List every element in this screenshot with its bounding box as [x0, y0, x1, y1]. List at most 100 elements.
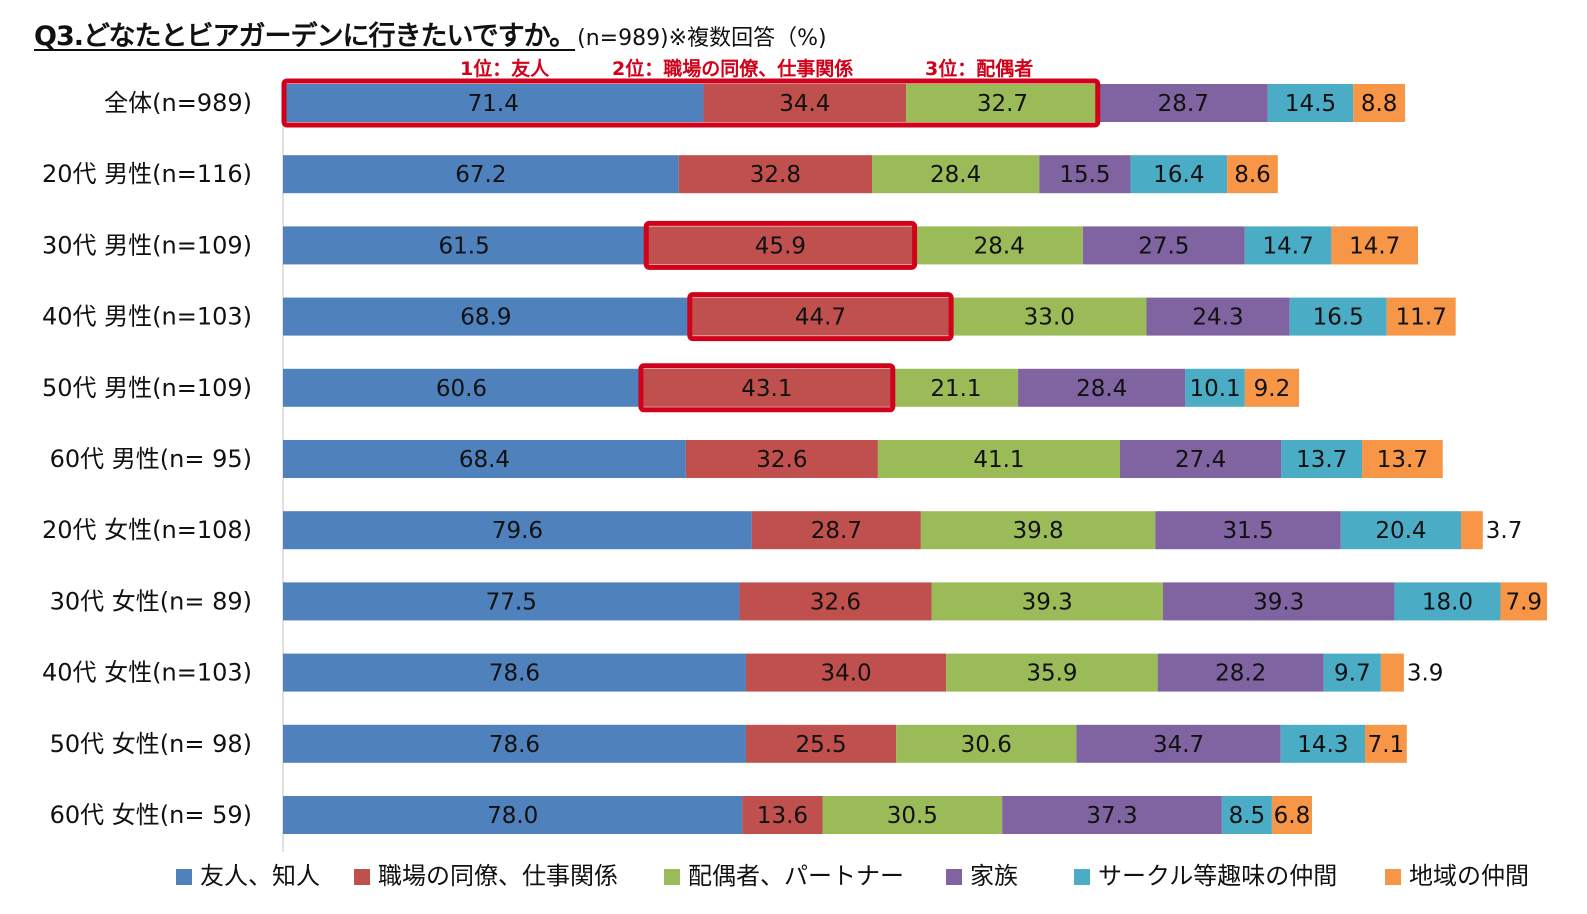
data-label: 11.7: [1396, 305, 1447, 331]
bar-segment: [1162, 582, 1395, 621]
category-label: 60代 女性(n= 59): [50, 801, 252, 829]
rank-note-3: 3位：配偶者: [925, 57, 1033, 80]
bar-segment: [1280, 724, 1365, 763]
data-label: 32.7: [977, 91, 1028, 117]
legend-item: 配偶者、パートナー: [664, 862, 904, 890]
highlight-box: [281, 78, 1101, 128]
bar-segment-group: 78.6: [283, 724, 746, 763]
bar-segment-group: 77.5: [283, 582, 740, 621]
data-label: 71.4: [468, 91, 519, 117]
legend-label: 地域の仲間: [1409, 862, 1529, 890]
data-label: 13.6: [757, 803, 808, 829]
bar-segment-group: 9.7: [1323, 653, 1381, 692]
bar-segment: [283, 368, 640, 407]
bar-segment: [283, 440, 686, 478]
bar-segment-group: 8.8: [1353, 84, 1406, 122]
bar-segment-group: 34.4: [703, 84, 907, 122]
bar-segment: [1244, 226, 1332, 265]
bar-segment: [685, 440, 878, 478]
data-label: 45.9: [755, 233, 806, 259]
data-label: 8.6: [1234, 162, 1271, 188]
bar-segment-group: 14.5: [1267, 84, 1354, 122]
bar-segment-group: 32.6: [685, 440, 878, 478]
bar-segment: [1082, 226, 1245, 265]
chart-title-main: Q3.どなたとビアガーデンに行きたいですか。: [34, 21, 576, 52]
bar-segment-group: 3.9: [1380, 653, 1444, 692]
bar-segment-group: 41.1: [877, 440, 1120, 478]
category-label: 60代 男性(n= 95): [50, 445, 252, 473]
bar-segment-group: 13.6: [742, 796, 823, 834]
bar-segment-group: 32.6: [739, 582, 932, 621]
category-label: 20代 女性(n=108): [42, 516, 252, 544]
data-label: 10.1: [1189, 376, 1240, 402]
data-label: 8.8: [1361, 91, 1398, 117]
bar-segment: [1386, 297, 1456, 336]
bar-segment: [906, 84, 1099, 122]
bar-segment: [283, 653, 746, 692]
category-label: 50代 男性(n=109): [42, 374, 252, 402]
category-label: 30代 女性(n= 89): [50, 587, 252, 615]
chart-title: Q3.どなたとビアガーデンに行きたいですか。(n=989)※複数回答（%): [34, 14, 827, 53]
bar-segment: [1130, 155, 1228, 194]
legend-item: サークル等趣味の仲間: [1074, 862, 1337, 890]
data-label: 3.9: [1407, 661, 1444, 687]
bar-segment-group: 28.4: [872, 155, 1040, 194]
bar-segment: [1461, 511, 1483, 550]
data-label: 67.2: [455, 162, 506, 188]
data-label: 20.4: [1375, 518, 1426, 544]
bar-segment: [283, 796, 743, 834]
data-label: 32.6: [756, 447, 807, 473]
bar-segment-group: 8.5: [1221, 796, 1272, 834]
data-label: 78.6: [489, 661, 540, 687]
data-label: 3.7: [1486, 518, 1523, 544]
highlight-box: [687, 292, 954, 342]
bar-segment: [893, 368, 1019, 407]
data-label: 31.5: [1222, 518, 1273, 544]
bar-segment: [1221, 796, 1272, 834]
bar-segment-group: 68.4: [283, 440, 686, 478]
bar-segment: [1002, 796, 1222, 834]
bar-segment-group: 34.0: [745, 653, 947, 692]
bar-segment-group: 34.7: [1076, 724, 1281, 763]
bar-segment-group: 21.1: [893, 368, 1019, 407]
bar-segment: [1244, 368, 1300, 407]
bar-segment-group: 61.5: [283, 226, 646, 265]
data-label: 18.0: [1422, 589, 1473, 615]
bar-segment-group: 60.6: [283, 368, 640, 407]
data-label: 21.1: [930, 376, 981, 402]
bar-segment: [283, 155, 679, 194]
data-label: 68.9: [460, 305, 511, 331]
bar-segment: [639, 368, 894, 407]
bar-segment-group: 32.7: [906, 84, 1099, 122]
data-label: 9.7: [1334, 661, 1371, 687]
rank-note-1: 1位：友人: [460, 57, 550, 80]
bar-segment: [283, 84, 704, 122]
bar-segment: [1267, 84, 1354, 122]
bar-segment-group: 13.7: [1362, 440, 1443, 478]
bar-segment-group: 20.4: [1340, 511, 1461, 550]
bar-segment-group: 39.8: [920, 511, 1156, 550]
bar-segment-group: 79.6: [283, 511, 752, 550]
bar-segment-group: 28.2: [1157, 653, 1324, 692]
rank-note-2: 2位：職場の同僚、仕事関係: [612, 57, 853, 80]
bar-segment-group: 27.5: [1082, 226, 1245, 265]
bar-segment-group: 67.2: [283, 155, 679, 194]
category-label: 30代 男性(n=109): [42, 231, 252, 259]
legend-item: 家族: [946, 862, 1018, 890]
bar-segment: [896, 724, 1077, 763]
bar-segment-group: 68.9: [283, 297, 689, 336]
bar-segment-group: 28.7: [751, 511, 921, 550]
legend-item: 職場の同僚、仕事関係: [354, 862, 618, 890]
bar-segment-group: 15.5: [1039, 155, 1131, 194]
bar-segment: [1500, 582, 1547, 621]
chart-title-sub: (n=989)※複数回答（%): [577, 26, 827, 51]
data-label: 28.4: [1076, 376, 1127, 402]
data-label: 28.4: [974, 233, 1025, 259]
bar-segment-group: 7.1: [1364, 724, 1407, 763]
bar-segment: [1157, 653, 1324, 692]
bar-segment: [1098, 84, 1268, 122]
data-label: 34.7: [1153, 732, 1204, 758]
data-label: 28.4: [930, 162, 981, 188]
data-label: 13.7: [1296, 447, 1347, 473]
bar-segment-group: 31.5: [1155, 511, 1341, 550]
